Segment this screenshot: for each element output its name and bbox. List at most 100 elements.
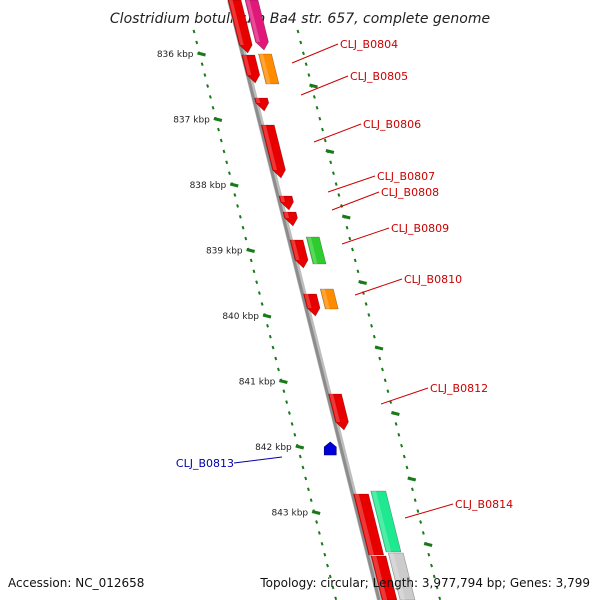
kbp-tick-major (279, 379, 288, 384)
ruler-dot-outer (315, 105, 319, 110)
gene-feature-highlight (307, 237, 318, 264)
ruler-dot-outer (427, 552, 431, 557)
ruler-dot-inner (257, 291, 261, 295)
ruler-dot-inner (317, 531, 321, 535)
kbp-tick-major (213, 117, 223, 122)
ruler-dot-inner (233, 193, 237, 197)
gene-feature-highlight (321, 289, 330, 309)
kbp-tick-outer (407, 476, 417, 482)
gene-feature-highlight (284, 212, 290, 218)
gene-feature-highlight (242, 55, 252, 75)
gene-feature-highlight (371, 491, 392, 552)
ruler-dot-inner (260, 302, 264, 306)
ruler-dot-outer (356, 269, 360, 274)
ruler-dot-inner (217, 127, 220, 132)
ruler-dot-inner (328, 574, 332, 579)
kbp-tick-outer (341, 214, 351, 220)
ruler-dot-outer (372, 334, 376, 339)
gene-feature (303, 293, 321, 317)
gene-feature (387, 552, 416, 600)
ruler-dot-outer (351, 247, 354, 252)
label-leader-line (331, 191, 380, 211)
kbp-tick-label: 843 kbp (271, 509, 308, 519)
gene-feature-highlight (304, 294, 312, 308)
ruler-dot-outer (331, 171, 335, 176)
ruler-dot-outer (383, 378, 387, 383)
ruler-dot-outer (397, 432, 401, 437)
ruler-dot-outer (402, 454, 406, 459)
ruler-dot-inner (293, 432, 297, 437)
gene-feature (241, 54, 261, 84)
ruler-dot-inner (211, 105, 215, 110)
ruler-dot-inner (238, 214, 242, 219)
gene-feature-highlight (246, 0, 261, 42)
accession-text: Accession: NC_012658 (8, 576, 144, 590)
label-leader-line (341, 227, 390, 245)
gene-feature (305, 236, 327, 265)
kbp-tick-outer (374, 345, 384, 351)
ruler-dot-outer (400, 443, 403, 448)
gene-feature (319, 288, 339, 310)
gene-labels: CLJ_B0804 CLJ_B0805 CLJ_B0806 CLJ_B0807 CLJ_… (176, 38, 513, 519)
ruler-dot-outer (367, 313, 371, 317)
gene-feature-highlight (329, 394, 341, 422)
ruler-dot-outer (386, 389, 390, 394)
ruler-dot-inner (225, 160, 229, 165)
topology-text: Topology: circular; Length: 3,977,794 bp… (259, 576, 590, 590)
ruler-dot-outer (345, 225, 349, 230)
ruler-dot-outer (394, 422, 398, 426)
ruler-dot-inner (290, 422, 294, 426)
gene-feature (227, 0, 253, 54)
label-leader-line (233, 456, 283, 464)
gene-label: CLJ_B0808 (381, 186, 439, 199)
gene-feature (244, 0, 269, 51)
gene-label: CLJ_B0807 (377, 170, 435, 183)
kbp-tick-label: 842 kbp (255, 443, 292, 453)
kbp-tick-outer (391, 411, 400, 416)
ruler-dot-inner (301, 465, 305, 470)
ruler-dot-outer (370, 323, 374, 328)
ruler-dot-inner (222, 149, 226, 154)
kbp-tick-major (246, 248, 255, 253)
gene-label: CLJ_B0809 (391, 222, 449, 235)
gene-feature (370, 490, 402, 553)
gene-feature (260, 124, 286, 179)
kbp-tick-outer (309, 83, 318, 89)
gene-feature-highlight (280, 196, 286, 202)
backbone-line (227, 0, 381, 600)
kbp-tick-label: 838 kbp (190, 181, 227, 191)
kbp-tick-outer (325, 149, 335, 154)
ruler-dot-outer (299, 40, 303, 45)
ruler-dot-outer (438, 596, 442, 600)
ruler-dot-inner (192, 29, 196, 34)
ruler-dot-outer (364, 302, 368, 306)
ruler-dot-inner (244, 236, 248, 241)
kbp-ruler: 836 kbp 837 kbp 838 kbp 839 kbp 840 kbp 841 k… (157, 29, 442, 600)
map-title: Clostridium botulinum Ba4 str. 657, comp… (110, 11, 490, 27)
kbp-tick-major (197, 51, 206, 57)
ruler-dot-outer (304, 62, 308, 67)
gene-label: CLJ_B0806 (363, 118, 421, 131)
ruler-dot-inner (236, 204, 240, 208)
ruler-dot-inner (304, 476, 308, 481)
gene-feature (328, 393, 349, 431)
ruler-dot-inner (320, 541, 324, 546)
ruler-dot-inner (323, 552, 327, 557)
ruler-dot-inner (287, 411, 291, 415)
ruler-dot-outer (323, 138, 327, 143)
ruler-dot-inner (266, 323, 270, 328)
gene-feature (282, 211, 298, 227)
ruler-dot-inner (195, 40, 199, 45)
ruler-dot-inner (255, 280, 259, 285)
label-leader-line (291, 43, 339, 64)
ruler-dot-outer (348, 236, 352, 241)
kbp-tick-label: 836 kbp (157, 50, 194, 60)
kbp-tick-outer (423, 542, 433, 547)
kbp-tick-major (295, 444, 305, 450)
gene-feature-highlight (262, 125, 278, 170)
label-leader-line (300, 75, 349, 96)
gene-feature (254, 97, 270, 112)
ruler-dot-outer (413, 498, 417, 503)
kbp-tick-major (311, 510, 321, 515)
label-leader-line (313, 123, 362, 143)
